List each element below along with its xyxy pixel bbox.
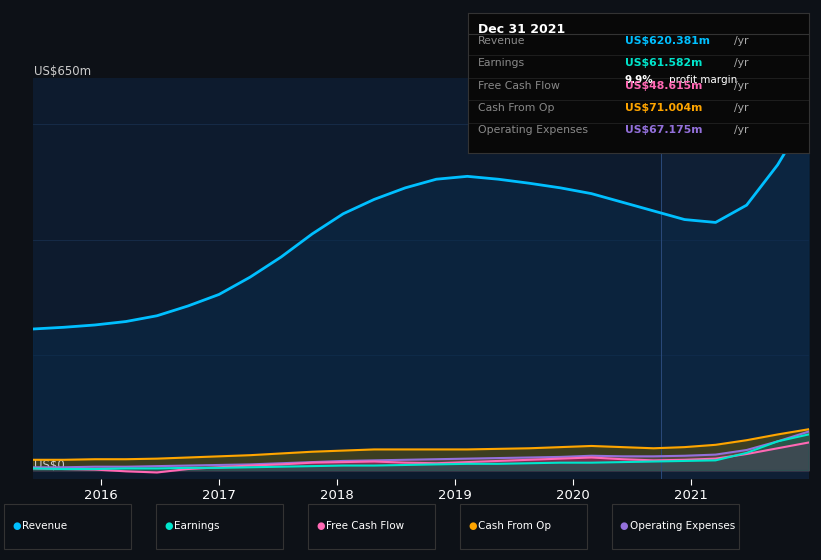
Text: Free Cash Flow: Free Cash Flow (478, 81, 560, 91)
Text: US$620.381m: US$620.381m (625, 36, 709, 46)
Text: Operating Expenses: Operating Expenses (478, 125, 588, 136)
Text: US$48.615m: US$48.615m (625, 81, 702, 91)
Text: US$67.175m: US$67.175m (625, 125, 702, 136)
Text: ●: ● (468, 521, 476, 531)
Text: ●: ● (620, 521, 628, 531)
Text: Operating Expenses: Operating Expenses (630, 521, 735, 531)
Text: Dec 31 2021: Dec 31 2021 (478, 24, 566, 36)
Bar (661, 78, 809, 479)
Text: /yr: /yr (734, 81, 748, 91)
Text: Revenue: Revenue (22, 521, 67, 531)
Text: ●: ● (164, 521, 172, 531)
Text: /yr: /yr (734, 103, 748, 113)
Text: Earnings: Earnings (174, 521, 219, 531)
Text: US$0: US$0 (34, 459, 65, 472)
Text: US$71.004m: US$71.004m (625, 103, 702, 113)
Text: /yr: /yr (734, 36, 748, 46)
Text: /yr: /yr (734, 125, 748, 136)
Text: Earnings: Earnings (478, 58, 525, 68)
Text: ●: ● (316, 521, 324, 531)
Text: US$650m: US$650m (34, 66, 91, 78)
Text: US$61.582m: US$61.582m (625, 58, 702, 68)
Text: 9.9%: 9.9% (625, 75, 654, 85)
Text: Revenue: Revenue (478, 36, 525, 46)
Text: ●: ● (12, 521, 21, 531)
Text: Cash From Op: Cash From Op (478, 103, 555, 113)
Text: Cash From Op: Cash From Op (478, 521, 551, 531)
Text: profit margin: profit margin (669, 75, 737, 85)
Text: Free Cash Flow: Free Cash Flow (326, 521, 404, 531)
Text: /yr: /yr (734, 58, 748, 68)
